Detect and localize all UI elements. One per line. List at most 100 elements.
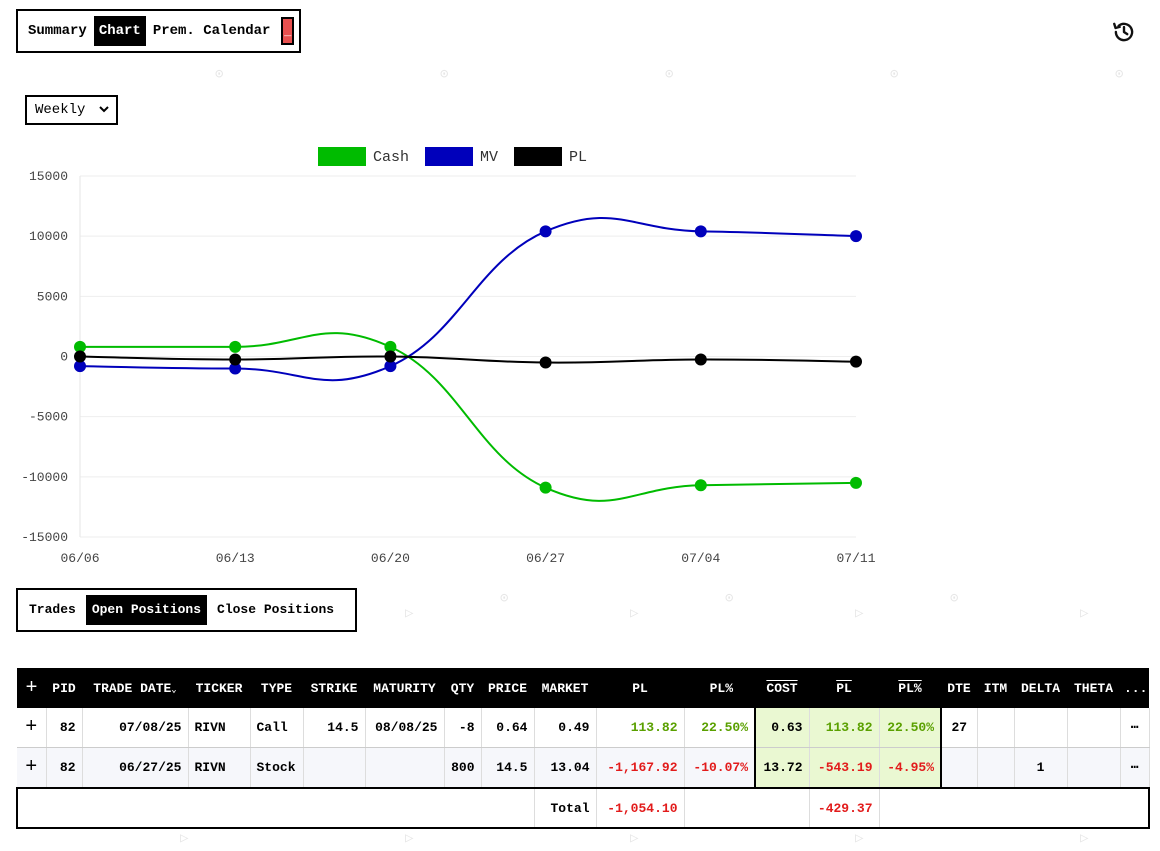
col-header-delta[interactable]: DELTA <box>1014 668 1067 708</box>
col-header-type[interactable]: TYPE <box>250 668 303 708</box>
line-chart: Cash MV PL 15000 10000 5000 0 -5000 -10000 -1500… <box>21 147 876 566</box>
series-line-cash <box>79 332 857 502</box>
plus-icon[interactable]: + <box>25 716 38 739</box>
tab-open-positions[interactable]: Open Positions <box>85 595 208 625</box>
data-point-pl <box>74 350 86 363</box>
data-point-cash <box>850 476 862 489</box>
watermark-glyph: ▷ <box>1080 831 1089 847</box>
data-point-pl <box>384 350 397 363</box>
plus-icon[interactable]: + <box>25 676 38 700</box>
cell-adj-pl: 113.82 <box>809 708 880 748</box>
plus-icon[interactable]: + <box>25 756 38 779</box>
col-header-pid[interactable]: PID <box>46 668 82 708</box>
legend-swatch-mv <box>425 147 473 166</box>
chart-legend: Cash MV PL <box>318 147 587 166</box>
col-header-adj-pl[interactable]: PL <box>809 668 879 708</box>
cell-pid: 82 <box>46 747 83 789</box>
table-row: + 82 06/27/25 RIVN Stock 800 14.5 13.04 … <box>17 747 1150 789</box>
cell-pl: -1,167.92 <box>596 747 685 789</box>
sort-desc-icon: ⌄ <box>171 684 177 695</box>
cell-adj-cost: 0.63 <box>754 708 810 748</box>
watermark-glyph: ⊙ <box>215 67 224 83</box>
cell-qty: -8 <box>444 708 482 748</box>
x-axis: 06/06 06/13 06/20 06/27 07/04 07/11 <box>60 551 875 566</box>
dots-icon[interactable]: ⋯ <box>1130 760 1139 775</box>
tab-close-positions[interactable]: Close Positions <box>217 602 335 617</box>
col-header-pl[interactable]: PL <box>596 668 684 708</box>
x-tick-label: 06/13 <box>216 551 255 566</box>
cell-itm <box>977 747 1015 789</box>
col-header-market[interactable]: MARKET <box>534 668 596 708</box>
tab-summary[interactable]: Summary <box>28 23 87 39</box>
view-tab-bar: Summary Chart Prem. Calendar _ <box>16 9 301 53</box>
cell-dte <box>941 747 978 789</box>
expand-row-button[interactable]: + <box>17 747 47 789</box>
cell-adj-pl: -543.19 <box>809 747 880 789</box>
total-adj-pl: -429.37 <box>809 787 880 829</box>
total-spacer <box>16 787 534 829</box>
y-tick-label: 10000 <box>29 229 68 244</box>
col-header-adj-cost[interactable]: COST <box>755 668 809 708</box>
col-header-theta[interactable]: THETA <box>1067 668 1120 708</box>
legend-label-pl: PL <box>569 149 587 166</box>
watermark-glyph: ⊙ <box>950 591 959 607</box>
legend-swatch-pl <box>514 147 562 166</box>
cell-type: Call <box>250 708 304 748</box>
cell-theta <box>1067 747 1121 789</box>
period-select-value: Weekly <box>35 102 86 118</box>
cell-itm <box>977 708 1015 748</box>
watermark-glyph: ▷ <box>630 831 639 847</box>
open-positions-table: + PID TRADE DATE⌄ TICKER TYPE STRIKE MAT… <box>16 668 1150 829</box>
watermark-glyph: ⊙ <box>665 67 674 83</box>
y-tick-label: -15000 <box>21 530 68 545</box>
cell-pid: 82 <box>46 708 83 748</box>
col-header-dte[interactable]: DTE <box>941 668 977 708</box>
col-header-price[interactable]: PRICE <box>481 668 534 708</box>
row-menu-button[interactable]: ⋯ <box>1120 708 1150 748</box>
watermark-glyph: ▷ <box>1080 606 1089 622</box>
y-tick-label: 5000 <box>37 289 68 304</box>
tab-chart[interactable]: Chart <box>93 16 146 46</box>
y-tick-label: -10000 <box>21 470 68 485</box>
expand-all-header[interactable]: + <box>17 668 46 708</box>
data-point-mv <box>74 360 86 373</box>
total-spacer <box>879 787 1150 829</box>
minimize-button[interactable]: _ <box>281 17 294 45</box>
row-menu-button[interactable]: ⋯ <box>1120 747 1150 789</box>
col-header-itm[interactable]: ITM <box>977 668 1014 708</box>
data-point-cash <box>539 481 552 494</box>
period-select[interactable]: Weekly <box>25 95 118 125</box>
tab-prem-calendar[interactable]: Prem. Calendar <box>152 23 271 39</box>
col-header-qty[interactable]: QTY <box>444 668 481 708</box>
cell-ticker: RIVN <box>188 747 251 789</box>
watermark-glyph: ⊙ <box>1115 67 1124 83</box>
data-point-pl <box>694 353 707 366</box>
col-header-strike[interactable]: STRIKE <box>303 668 365 708</box>
data-point-cash <box>229 340 242 353</box>
dots-icon[interactable]: ⋯ <box>1130 720 1139 735</box>
col-header-ticker[interactable]: TICKER <box>188 668 250 708</box>
expand-row-button[interactable]: + <box>17 708 47 748</box>
chart-series <box>74 216 862 502</box>
col-header-adj-pl-pct[interactable]: PL% <box>879 668 941 708</box>
cell-market: 0.49 <box>534 708 597 748</box>
cell-pl-pct: -10.07% <box>684 747 756 789</box>
legend-swatch-cash <box>318 147 366 166</box>
total-pl: -1,054.10 <box>596 787 685 829</box>
history-clock-icon[interactable] <box>1111 19 1137 45</box>
y-tick-label: 15000 <box>29 169 68 184</box>
col-header-more[interactable]: ... <box>1120 668 1149 708</box>
cell-adj-cost: 13.72 <box>754 747 810 789</box>
cell-dte: 27 <box>941 708 978 748</box>
data-point-cash <box>74 340 86 353</box>
x-tick-label: 07/04 <box>681 551 720 566</box>
table-row: + 82 07/08/25 RIVN Call 14.5 08/08/25 -8… <box>17 708 1150 748</box>
col-header-pl-pct[interactable]: PL% <box>684 668 755 708</box>
cell-delta <box>1014 708 1068 748</box>
watermark-glyph: ▷ <box>180 831 189 847</box>
watermark-glyph: ⊙ <box>725 591 734 607</box>
tab-trades[interactable]: Trades <box>29 602 76 617</box>
col-header-maturity[interactable]: MATURITY <box>365 668 444 708</box>
col-header-trade-date[interactable]: TRADE DATE⌄ <box>82 668 188 708</box>
cell-maturity: 08/08/25 <box>365 708 445 748</box>
